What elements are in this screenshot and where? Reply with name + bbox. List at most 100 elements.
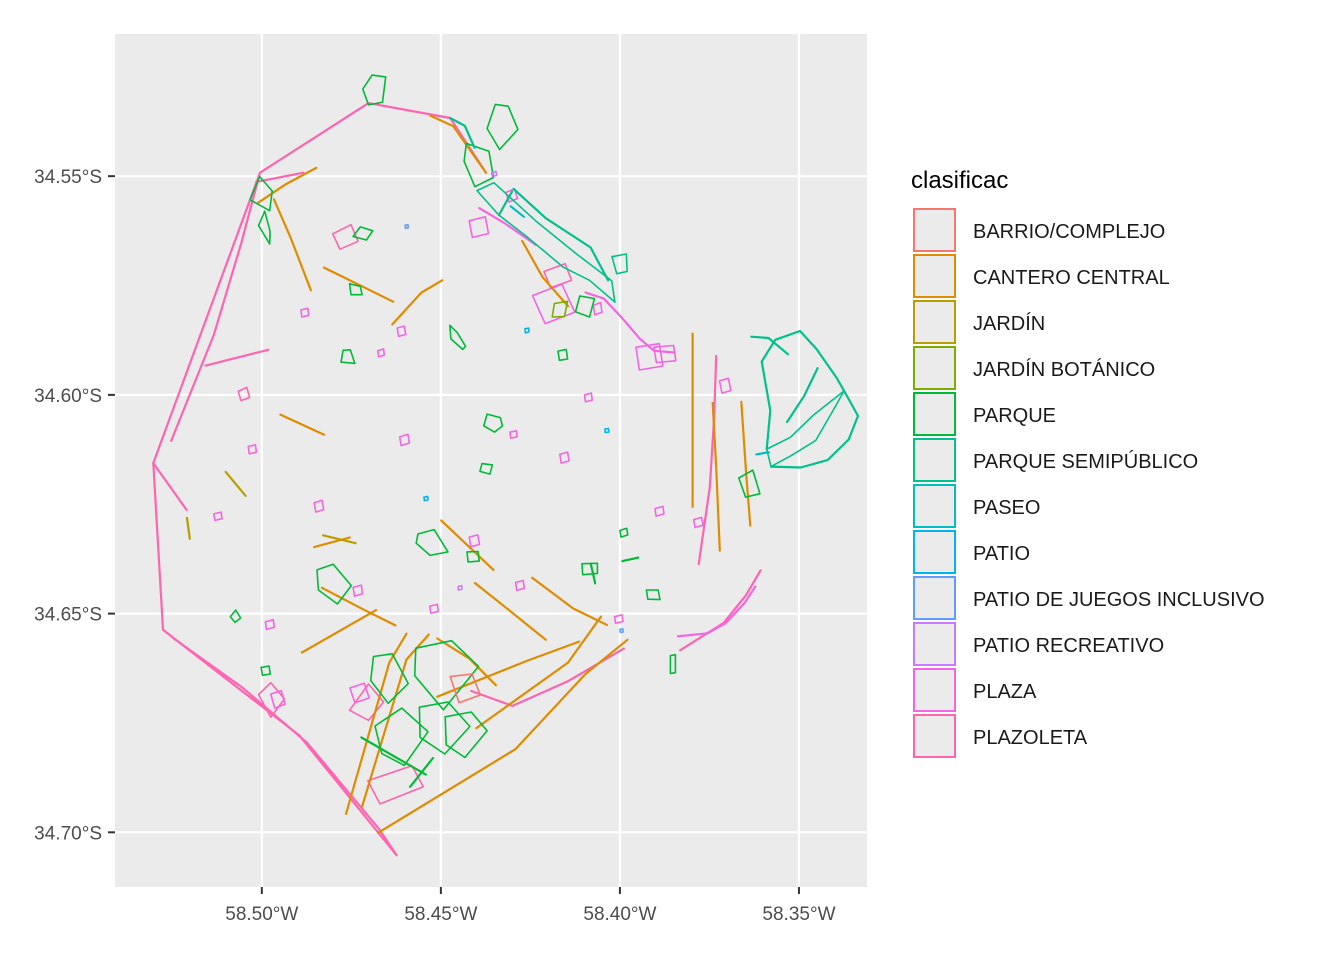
legend-label-8: PATIO DE JUEGOS INCLUSIVO <box>973 589 1265 611</box>
feature-plazoleta-8 <box>678 569 762 652</box>
x-tick-label-2: 58.40°W <box>583 904 656 925</box>
feature-cantero-central-54 <box>740 400 752 527</box>
y-tick-label-0: 34.55°S <box>34 167 102 188</box>
feature-jardín-69 <box>322 534 357 545</box>
feature-plaza-42 <box>213 511 223 522</box>
feature-plaza-27 <box>468 534 481 548</box>
legend-key-bg-5 <box>912 437 957 483</box>
feature-plaza-43 <box>676 585 757 638</box>
feature-parque-semipúblico-111 <box>449 116 476 149</box>
feature-parque-97 <box>669 653 677 675</box>
legend-key-10 <box>913 668 956 712</box>
feature-plaza-38 <box>613 614 624 625</box>
x-axis: 58.50°W 58.45°W 58.40°W 58.35°W <box>225 887 836 925</box>
feature-plaza-16 <box>269 689 286 709</box>
feature-parque-semipúblico-113 <box>611 253 628 275</box>
feature-parque-102 <box>589 563 597 585</box>
feature-parque-92 <box>466 550 481 563</box>
feature-plaza-29 <box>398 433 411 447</box>
feature-plazoleta-3 <box>170 171 262 442</box>
legend-label-2: JARDÍN <box>973 312 1045 335</box>
feature-cantero-central-62 <box>473 581 547 641</box>
x-tick-label-3: 58.35°W <box>762 904 835 925</box>
feature-parque-79 <box>486 103 519 151</box>
feature-patio-119 <box>423 495 429 502</box>
feature-parque-103 <box>621 556 640 563</box>
legend-title: clasificac <box>911 167 1008 194</box>
feature-parque-78 <box>415 528 449 557</box>
legend-label-4: PARQUE <box>973 405 1056 427</box>
feature-parque-semipúblico-112 <box>497 190 514 217</box>
feature-parque-91 <box>340 348 356 365</box>
feature-plaza-21 <box>468 216 490 239</box>
feature-plaza-33 <box>654 505 665 517</box>
feature-plaza-19 <box>653 344 677 364</box>
feature-parque-87 <box>448 324 467 351</box>
legend-label-9: PATIO RECREATIVO <box>973 635 1164 657</box>
feature-parque-75 <box>444 711 488 759</box>
feature-plaza-18 <box>635 342 664 371</box>
feature-cantero-central-51 <box>436 640 581 698</box>
feature-cantero-central-56 <box>256 166 318 204</box>
feature-patio-recreativo-122 <box>490 170 498 178</box>
legend-key-5 <box>913 438 956 482</box>
legend-key-bg-7 <box>912 529 957 575</box>
feature-parque-semipúblico-110 <box>512 187 610 282</box>
feature-plaza-35 <box>300 307 310 318</box>
feature-parque-83 <box>361 74 387 106</box>
feature-cantero-central-55 <box>272 198 312 292</box>
legend-label-0: BARRIO/COMPLEJO <box>973 221 1165 243</box>
legend: clasificac BARRIO/COMPLEJO CANTERO CENTRA… <box>911 167 1265 759</box>
legend-key-bg-4 <box>912 391 957 437</box>
feature-parque-93 <box>737 469 761 499</box>
feature-cantero-central-64 <box>440 519 495 572</box>
feature-parque-90 <box>348 282 363 296</box>
feature-cantero-central-60 <box>300 608 378 654</box>
feature-cantero-central-50 <box>475 615 603 730</box>
feature-parque-semipúblico-104 <box>765 390 845 468</box>
legend-key-4 <box>913 392 956 436</box>
legend-label-3: JARDÍN BOTÁNICO <box>973 358 1155 381</box>
legend-key-bg-0 <box>912 207 957 253</box>
feature-patio-117 <box>524 327 530 334</box>
feature-plaza-32 <box>514 579 526 592</box>
feature-cantero-central-67 <box>279 413 326 436</box>
legend-key-3 <box>913 346 956 390</box>
legend-key-9 <box>913 622 956 666</box>
feature-parque-74 <box>418 701 471 755</box>
feature-jardín-70 <box>185 516 191 540</box>
feature-parque-82 <box>257 210 271 245</box>
feature-plaza-30 <box>247 443 258 455</box>
grid-lines <box>115 34 867 887</box>
feature-parque-101 <box>409 756 435 788</box>
legend-label-6: PASEO <box>973 497 1040 519</box>
feature-plazoleta-6 <box>152 462 188 511</box>
y-tick-label-1: 34.60°S <box>34 386 102 407</box>
legend-key-bg-1 <box>912 253 957 299</box>
feature-plaza-36 <box>264 618 276 631</box>
feature-parque-85 <box>581 562 599 576</box>
legend-label-5: PARQUE SEMIPÚBLICO <box>973 450 1198 473</box>
feature-plazoleta-12 <box>331 223 359 250</box>
feature-parque-72 <box>413 639 480 711</box>
feature-parque-89 <box>574 295 596 318</box>
feature-cantero-central-63 <box>531 576 609 627</box>
feature-plaza-39 <box>376 348 386 358</box>
feature-plaza-24 <box>718 377 732 394</box>
feature-plaza-34 <box>583 392 594 403</box>
feature-plazoleta-13 <box>366 764 425 805</box>
legend-label-11: PLAZOLETA <box>973 727 1088 749</box>
feature-cantero-central-53 <box>711 401 721 552</box>
feature-plazoleta-2 <box>172 637 398 857</box>
feature-parque-81 <box>249 175 274 212</box>
feature-parque-semipúblico-109 <box>476 181 616 303</box>
feature-plaza-44 <box>584 291 675 354</box>
feature-plazoleta-14 <box>237 386 251 402</box>
x-tick-label-1: 58.45°W <box>404 904 477 925</box>
feature-plazoleta-10 <box>348 683 385 722</box>
feature-plazoleta-9 <box>697 354 718 566</box>
feature-cantero-central-48 <box>361 633 430 808</box>
feature-cantero-central-46 <box>429 114 488 174</box>
legend-key-bg-6 <box>912 483 957 529</box>
feature-plaza-20 <box>349 682 371 704</box>
